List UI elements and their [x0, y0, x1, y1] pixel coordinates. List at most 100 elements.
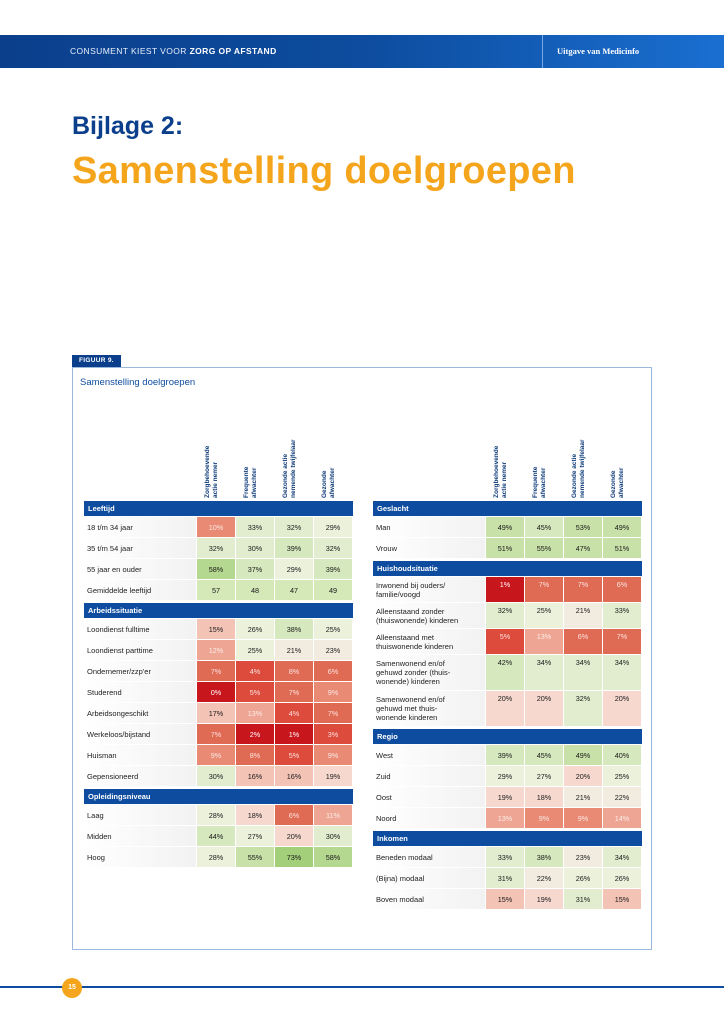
data-cell: 49%: [603, 517, 641, 537]
column-header-line: actie nemer: [211, 461, 219, 498]
data-cell: 7%: [525, 577, 563, 602]
data-cell: 22%: [603, 787, 641, 807]
data-cell: 9%: [197, 745, 235, 765]
data-cell: 20%: [486, 691, 524, 726]
row-label: Vrouw: [373, 538, 485, 558]
data-cell: 38%: [275, 619, 313, 639]
row-label: Huisman: [84, 745, 196, 765]
data-cell: 13%: [525, 629, 563, 654]
data-cell: 23%: [564, 847, 602, 867]
data-cell: 51%: [486, 538, 524, 558]
data-cell: 39%: [275, 538, 313, 558]
data-cell: 25%: [603, 766, 641, 786]
data-cell: 30%: [314, 826, 352, 846]
section-header: Regio: [373, 729, 642, 744]
row-label: 55 jaar en ouder: [84, 559, 196, 579]
data-cell: 29%: [486, 766, 524, 786]
footer-line: [0, 986, 724, 988]
data-cell: 4%: [275, 703, 313, 723]
column-header-line: afwachter: [250, 467, 258, 498]
data-cell: 28%: [197, 847, 235, 867]
data-cell: 7%: [603, 629, 641, 654]
data-cell: 15%: [603, 889, 641, 909]
data-cell: 6%: [314, 661, 352, 681]
data-cell: 8%: [275, 661, 313, 681]
column-header: Gezonde afwachter: [321, 468, 336, 498]
data-cell: 27%: [236, 826, 274, 846]
data-cell: 47%: [564, 538, 602, 558]
row-label: West: [373, 745, 485, 765]
data-cell: 21%: [275, 640, 313, 660]
data-cell: 34%: [603, 655, 641, 690]
data-cell: 37%: [236, 559, 274, 579]
section-header: Leeftijd: [84, 501, 353, 516]
section-header: Opleidingsniveau: [84, 789, 353, 804]
data-cell: 9%: [525, 808, 563, 828]
row-label: Arbeidsongeschikt: [84, 703, 196, 723]
row-label: Werkeloos/bijstand: [84, 724, 196, 744]
data-cell: 9%: [314, 682, 352, 702]
data-cell: 47: [275, 580, 313, 600]
data-cell: 42%: [486, 655, 524, 690]
data-cell: 10%: [197, 517, 235, 537]
column-header: Zorgbehoevende actie nemer: [493, 446, 508, 498]
data-cell: 15%: [486, 889, 524, 909]
data-cell: 19%: [486, 787, 524, 807]
data-cell: 21%: [564, 787, 602, 807]
column-header: Gezonde actie nemende twijfelaar: [282, 439, 297, 498]
data-cell: 39%: [486, 745, 524, 765]
data-cell: 7%: [314, 703, 352, 723]
data-cell: 34%: [564, 655, 602, 690]
data-cell: 34%: [525, 655, 563, 690]
row-label: 18 t/m 34 jaar: [84, 517, 196, 537]
row-label: Midden: [84, 826, 196, 846]
data-cell: 9%: [314, 745, 352, 765]
data-cell: 16%: [236, 766, 274, 786]
data-cell: 19%: [314, 766, 352, 786]
data-cell: 7%: [197, 661, 235, 681]
column-header: Frequente afwachter: [243, 467, 258, 498]
data-cell: 38%: [525, 847, 563, 867]
data-cell: 18%: [236, 805, 274, 825]
data-cell: 25%: [314, 619, 352, 639]
column-header: Gezonde afwachter: [610, 468, 625, 498]
data-cell: 45%: [525, 745, 563, 765]
row-label: Oost: [373, 787, 485, 807]
row-label: Loondienst fulltime: [84, 619, 196, 639]
appendix-label: Bijlage 2:: [72, 112, 184, 140]
data-cell: 29%: [314, 517, 352, 537]
row-label: 35 t/m 54 jaar: [84, 538, 196, 558]
data-cell: 0%: [197, 682, 235, 702]
data-cell: 55%: [525, 538, 563, 558]
data-cell: 34%: [603, 847, 641, 867]
row-label: Inwonend bij ouders/ familie/voogd: [373, 577, 485, 602]
row-label: Samenwonend en/of gehuwd met thuis- wone…: [373, 691, 485, 726]
data-cell: 28%: [197, 805, 235, 825]
data-cell: 6%: [564, 629, 602, 654]
row-label: Hoog: [84, 847, 196, 867]
section-header: Geslacht: [373, 501, 642, 516]
figure-frame: [72, 367, 652, 950]
data-cell: 12%: [197, 640, 235, 660]
data-cell: 14%: [603, 808, 641, 828]
data-cell: 53%: [564, 517, 602, 537]
data-cell: 58%: [197, 559, 235, 579]
data-cell: 9%: [564, 808, 602, 828]
data-cell: 7%: [197, 724, 235, 744]
data-cell: 49: [314, 580, 352, 600]
column-header-line: afwachter: [328, 467, 336, 498]
data-cell: 2%: [236, 724, 274, 744]
data-cell: 31%: [564, 889, 602, 909]
row-label: Zuid: [373, 766, 485, 786]
row-label: Man: [373, 517, 485, 537]
data-cell: 20%: [564, 766, 602, 786]
row-label: Beneden modaal: [373, 847, 485, 867]
data-cell: 32%: [197, 538, 235, 558]
column-header-line: afwachter: [539, 467, 547, 498]
data-cell: 57: [197, 580, 235, 600]
column-header-line: Gezonde: [321, 470, 328, 498]
column-header-line: Gezonde actie: [571, 453, 578, 498]
data-cell: 49%: [486, 517, 524, 537]
data-cell: 20%: [525, 691, 563, 726]
data-cell: 58%: [314, 847, 352, 867]
